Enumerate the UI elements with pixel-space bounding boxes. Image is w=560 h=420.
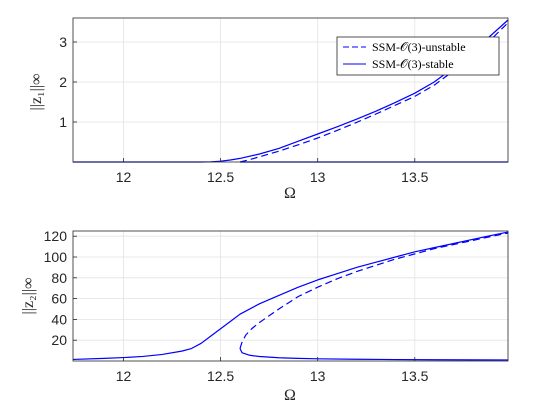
bottom-series-stable-1: [239, 348, 509, 361]
bottom-x-tick-label: 13: [310, 368, 326, 384]
bottom-series-unstable-2: [239, 232, 509, 349]
bottom-x-axis-label: Ω: [284, 387, 296, 404]
top-x-tick-label: 12.5: [207, 169, 234, 185]
bottom-series-stable-0: [72, 231, 509, 361]
top-y-tick-label: 3: [59, 34, 67, 50]
top-x-tick-label: 12: [116, 169, 132, 185]
legend: SSM-𝒪(3)-unstable SSM-𝒪(3)-stable: [336, 36, 500, 76]
top-plot-frame: [72, 17, 509, 163]
bottom-y-tick-label: 100: [44, 249, 68, 265]
top-y-tick-label: 2: [59, 74, 67, 90]
bottom-y-tick-label: 120: [44, 228, 68, 244]
legend-unstable-label: SSM-𝒪(3)-unstable: [372, 40, 466, 54]
bottom-y-tick-label: 60: [51, 291, 67, 307]
top-x-tick-label: 13: [310, 169, 326, 185]
bottom-y-tick-label: 20: [51, 332, 67, 348]
top-x-tick-label: 13.5: [401, 169, 428, 185]
top-x-axis-label: Ω: [284, 185, 296, 202]
legend-stable-label: SSM-𝒪(3)-stable: [372, 57, 454, 71]
bottom-x-tick-label: 12: [116, 368, 132, 384]
top-y-tick-label: 1: [59, 114, 67, 130]
bottom-plot-series: [72, 231, 509, 361]
bottom-y-tick-label: 40: [51, 311, 67, 327]
bottom-x-tick-label: 13.5: [401, 368, 428, 384]
bottom-plot: 12 12.5 13 13.5 20 40 60 80 100 120 Ω ||z₂||∞: [20, 228, 509, 404]
bottom-y-axis-label: ||z₂||∞: [20, 278, 37, 315]
bottom-x-tick-label: 12.5: [207, 368, 234, 384]
bottom-plot-grid: [73, 231, 508, 361]
top-y-axis-label: ||z₁||∞: [28, 74, 45, 111]
bottom-y-tick-label: 80: [51, 270, 67, 286]
bottom-plot-frame: [72, 230, 509, 362]
legend-box: [336, 36, 500, 76]
bottom-plot-ticks: 12 12.5 13 13.5 20 40 60 80 100 120: [44, 228, 429, 384]
